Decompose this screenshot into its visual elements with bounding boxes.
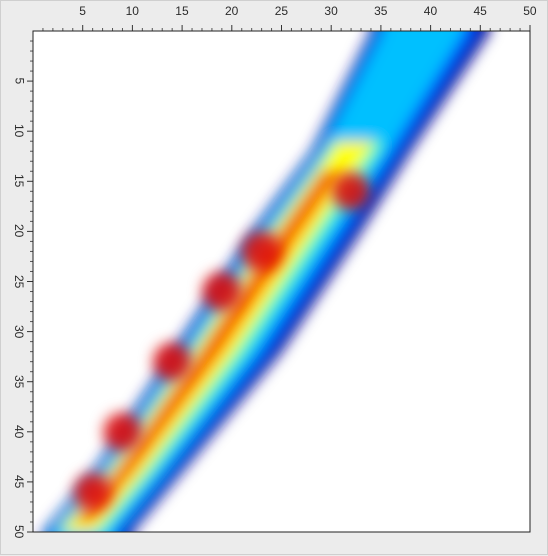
hotspot [153,342,192,381]
hotspot [103,412,142,451]
plot-border [32,30,531,533]
hotspot [74,473,112,511]
hotspot [202,272,242,312]
hotspots [74,172,371,511]
hotspot [332,172,371,211]
hotspot [241,231,282,272]
